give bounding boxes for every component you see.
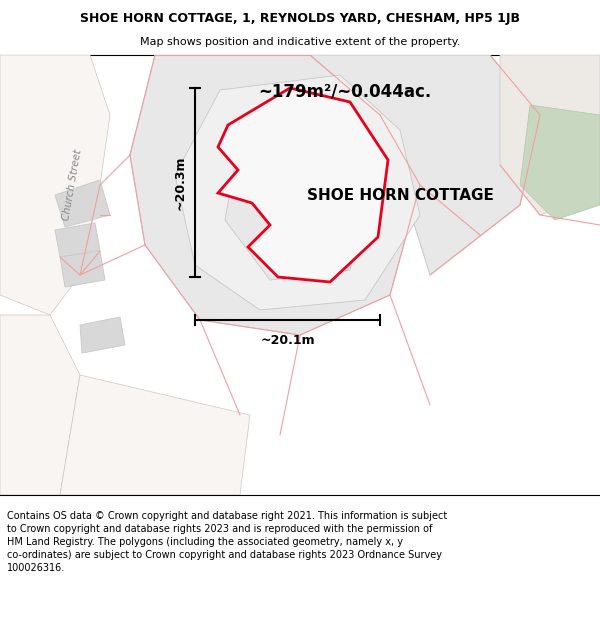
Polygon shape <box>55 180 110 227</box>
Polygon shape <box>80 317 125 353</box>
Text: SHOE HORN COTTAGE: SHOE HORN COTTAGE <box>307 188 493 202</box>
Polygon shape <box>0 55 110 315</box>
Text: Map shows position and indicative extent of the property.: Map shows position and indicative extent… <box>140 38 460 48</box>
Polygon shape <box>175 75 420 310</box>
Polygon shape <box>55 223 100 257</box>
Polygon shape <box>130 55 420 335</box>
Text: ~20.1m: ~20.1m <box>260 334 315 347</box>
Text: SHOE HORN COTTAGE, 1, REYNOLDS YARD, CHESHAM, HP5 1JB: SHOE HORN COTTAGE, 1, REYNOLDS YARD, CHE… <box>80 12 520 25</box>
Polygon shape <box>520 105 600 220</box>
Text: ~179m²/~0.044ac.: ~179m²/~0.044ac. <box>258 82 431 100</box>
Polygon shape <box>218 88 388 282</box>
Polygon shape <box>60 251 105 287</box>
Polygon shape <box>225 120 370 280</box>
Text: ~20.3m: ~20.3m <box>174 155 187 210</box>
Text: Church Street: Church Street <box>61 149 83 221</box>
Polygon shape <box>0 315 80 495</box>
Polygon shape <box>60 375 250 495</box>
Text: Contains OS data © Crown copyright and database right 2021. This information is : Contains OS data © Crown copyright and d… <box>7 511 448 573</box>
Polygon shape <box>310 55 540 275</box>
Polygon shape <box>500 55 600 215</box>
